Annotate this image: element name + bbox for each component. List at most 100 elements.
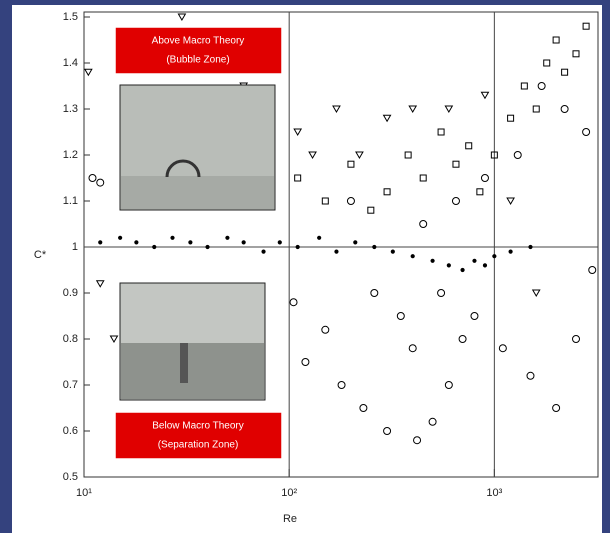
dot-point [372, 244, 377, 250]
x-tick-label: 10³ [486, 487, 502, 499]
dot-point [225, 235, 230, 240]
circle-point [96, 178, 105, 187]
square-point [321, 197, 329, 205]
square-point [465, 142, 473, 150]
triangle-point [444, 105, 454, 113]
dot-point [317, 235, 322, 240]
x-tick-label: 10¹ [76, 487, 92, 499]
square-point [294, 174, 302, 182]
circle-point [552, 404, 561, 412]
photo-floor [121, 176, 274, 209]
annotation-text: (Separation Zone) [158, 440, 239, 451]
triangle-point [355, 151, 364, 159]
dot-point [353, 240, 358, 245]
circle-point [537, 82, 546, 90]
dot-point [98, 240, 103, 245]
circle-point [408, 344, 417, 353]
annotation-text: (Bubble Zone) [166, 55, 229, 66]
circle-point [413, 436, 422, 445]
square-point [532, 105, 540, 113]
circle-point [444, 381, 453, 389]
square-point [543, 59, 551, 67]
dot-point [528, 244, 533, 250]
square-point [561, 68, 569, 76]
dot-point [295, 244, 300, 250]
triangle-point [308, 151, 317, 159]
circle-point [588, 266, 597, 274]
y-tick-label: 1.4 [63, 57, 78, 69]
circle-point [88, 174, 97, 182]
triangle-point [109, 335, 119, 343]
square-point [437, 128, 445, 136]
circle-point [301, 358, 310, 366]
circle-point [451, 197, 460, 205]
photo-step [121, 343, 264, 399]
dot-point [390, 249, 395, 254]
triangle-point [293, 128, 303, 136]
y-tick-label: 1 [72, 241, 78, 253]
square-point [572, 50, 580, 58]
dot-point [277, 240, 282, 245]
dot-point [261, 249, 266, 254]
circle-point [321, 325, 330, 334]
dot-point [482, 263, 488, 268]
circle-point [470, 312, 479, 320]
photo-step [180, 343, 188, 383]
dot-point [134, 240, 139, 245]
circle-point [346, 197, 355, 205]
annotation-text: Below Macro Theory [152, 421, 244, 432]
dot-point [241, 240, 246, 245]
dot-point [446, 263, 451, 268]
panel [12, 5, 602, 533]
annotation-text: Above Macro Theory [152, 36, 245, 47]
dot-point [152, 244, 157, 250]
y-tick-label: 1.5 [63, 11, 78, 23]
circle-point [383, 427, 392, 435]
circle-point [370, 289, 379, 297]
y-tick-label: 1.3 [63, 103, 78, 115]
triangle-point [506, 197, 515, 205]
dot-point [460, 267, 465, 273]
square-point [490, 151, 498, 159]
y-tick-label: 1.2 [63, 149, 78, 161]
circle-point [526, 371, 535, 380]
square-point [452, 160, 460, 168]
triangle-point [177, 13, 187, 21]
circle-point [560, 105, 569, 113]
annotation-box [114, 26, 283, 75]
dot-point [492, 254, 497, 259]
circle-point [513, 151, 522, 159]
circle-point [582, 128, 591, 136]
dot-point [430, 258, 435, 263]
triangle-point [480, 91, 490, 100]
circle-point [428, 417, 437, 426]
triangle-point [531, 289, 541, 297]
x-tick-label: 10² [281, 487, 297, 499]
y-tick-label: 0.7 [63, 379, 78, 391]
circle-point [419, 220, 428, 228]
dot-point [118, 235, 123, 240]
dot-point [334, 249, 339, 254]
square-point [367, 206, 375, 214]
dot-point [508, 249, 513, 254]
circle-point [337, 381, 346, 389]
y-tick-label: 0.5 [63, 471, 78, 483]
triangle-point [408, 105, 418, 113]
plot-area [83, 11, 599, 478]
square-point [383, 188, 391, 196]
square-point [507, 114, 515, 122]
square-point [476, 188, 484, 196]
circle-point [458, 335, 467, 343]
square-point [582, 22, 590, 30]
annotation-box [114, 411, 283, 460]
y-tick-label: 0.8 [63, 333, 78, 345]
triangle-point [382, 114, 392, 123]
circle-point [359, 404, 368, 412]
circle-point [498, 344, 507, 353]
circle-point [437, 289, 446, 297]
dot-point [188, 240, 193, 245]
triangle-point [95, 280, 105, 288]
square-point [404, 151, 412, 159]
